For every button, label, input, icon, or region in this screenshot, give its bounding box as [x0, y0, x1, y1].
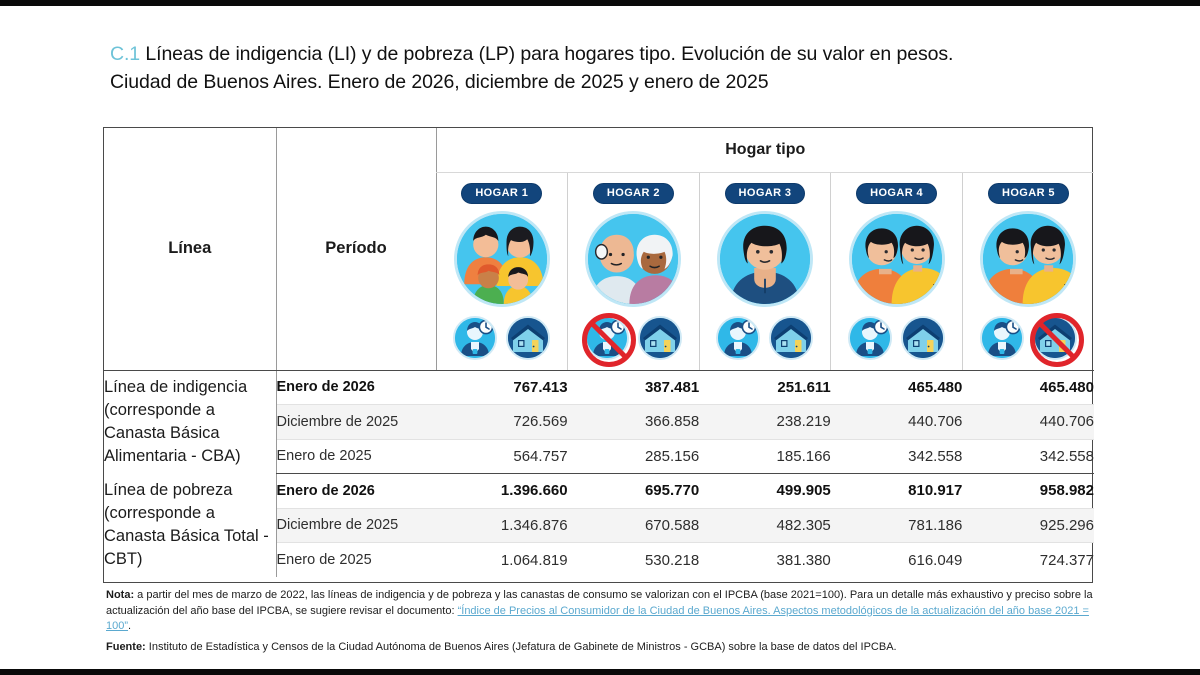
- period-label: Enero de 2025: [275, 542, 436, 577]
- period-label: Enero de 2025: [275, 438, 436, 474]
- value-cell: 440.706: [830, 404, 963, 439]
- column-header-linea: Línea: [104, 128, 276, 371]
- household-icons-row: HOGAR 1: [104, 172, 1094, 371]
- source-label: Fuente:: [106, 640, 146, 653]
- letterbox-bar-top: [0, 0, 1200, 6]
- value-cell: 1.396.660: [500, 482, 568, 500]
- house-icon: [901, 315, 946, 360]
- value-cell: 1.346.876: [436, 507, 568, 543]
- note-text-part1: a partir del mes de marzo de 2022, las l…: [106, 589, 1093, 617]
- household-badge-5: HOGAR 5: [987, 182, 1069, 204]
- worker-clock-icon: [453, 315, 498, 360]
- couple-portrait-icon: [848, 210, 945, 307]
- row-label-indigencia: Línea de indigencia (corresponde a Canas…: [104, 378, 248, 465]
- value-cell: 695.770: [644, 482, 700, 500]
- value-cell: 465.480: [1039, 378, 1094, 396]
- house-icon: [506, 315, 551, 360]
- footnotes: Nota: a partir del mes de marzo de 2022,…: [106, 588, 1101, 655]
- family-four-portrait-icon: [453, 210, 550, 307]
- title-line-2: Ciudad de Buenos Aires. Enero de 2026, d…: [110, 71, 769, 93]
- household-badge-4: HOGAR 4: [856, 182, 938, 204]
- value-cell: 925.296: [962, 507, 1094, 543]
- single-person-portrait-icon: [716, 210, 813, 307]
- household-status-icons-2: [568, 312, 699, 367]
- period-label: Enero de 2026: [275, 370, 436, 405]
- household-cell-2: HOGAR 2: [567, 172, 700, 371]
- table-row: Enero de 2025 1.064.819 530.218 381.380 …: [104, 542, 1094, 577]
- column-header-periodo: Período: [275, 128, 436, 371]
- value-cell: 381.380: [699, 542, 831, 577]
- household-status-icons-1: [437, 315, 568, 360]
- couple-portrait-icon: [980, 210, 1077, 307]
- household-badge-1: HOGAR 1: [461, 182, 543, 204]
- value-cell: 342.558: [830, 438, 963, 474]
- data-table: Línea Período Hogar tipo HOGAR 1: [103, 127, 1094, 583]
- value-cell: 1.064.819: [436, 542, 568, 577]
- source-paragraph: Fuente: Instituto de Estadística y Censo…: [106, 640, 1101, 656]
- household-status-icons-4: [831, 315, 962, 360]
- house-icon: [637, 315, 682, 360]
- household-cell-4: HOGAR 4: [830, 172, 963, 371]
- table-body: Línea de indigencia (corresponde a Canas…: [104, 370, 1094, 577]
- value-cell: 387.481: [644, 378, 700, 396]
- value-cell: 726.569: [436, 404, 568, 439]
- worker-clock-icon: [716, 315, 761, 360]
- value-cell: 724.377: [962, 542, 1094, 577]
- table-head: Línea Período Hogar tipo HOGAR 1: [104, 128, 1094, 371]
- household-cell-5: HOGAR 5: [961, 172, 1094, 371]
- page-content: C.1 Líneas de indigencia (LI) y de pobre…: [0, 6, 1200, 669]
- household-status-icons-3: [700, 315, 831, 360]
- letterbox-bar-bottom: [0, 669, 1200, 675]
- value-cell: 440.706: [962, 404, 1094, 439]
- table-row: Línea de pobreza (corresponde a Canasta …: [104, 473, 1094, 568]
- value-cell: 285.156: [567, 438, 700, 474]
- source-text: Instituto de Estadística y Censos de la …: [145, 640, 897, 653]
- worker-clock-icon: [979, 315, 1024, 360]
- household-status-icons-5: [963, 312, 1094, 367]
- table-row: Diciembre de 2025 726.569 366.858 238.21…: [104, 404, 1094, 439]
- value-cell: 670.588: [567, 507, 700, 543]
- table-row: Diciembre de 2025 1.346.876 670.588 482.…: [104, 507, 1094, 543]
- note-label: Nota:: [106, 589, 135, 601]
- value-cell: 366.858: [567, 404, 700, 439]
- table-row: Enero de 2025 564.757 285.156 185.166 34…: [104, 438, 1094, 474]
- value-cell: 482.305: [699, 507, 831, 543]
- house-icon: [769, 315, 814, 360]
- value-cell: 185.166: [699, 438, 831, 474]
- value-cell: 810.917: [908, 482, 963, 500]
- value-cell: 530.218: [567, 542, 700, 577]
- table-row: Línea de indigencia (corresponde a Canas…: [104, 370, 1094, 465]
- note-text-part2: .: [128, 620, 132, 632]
- note-paragraph: Nota: a partir del mes de marzo de 2022,…: [106, 588, 1101, 635]
- value-cell: 465.480: [908, 378, 963, 396]
- value-cell: 342.558: [962, 438, 1094, 474]
- period-label: Enero de 2026: [275, 473, 436, 508]
- worker-clock-icon: [848, 315, 893, 360]
- household-badge-2: HOGAR 2: [592, 182, 674, 204]
- column-group-header-hogar-tipo: Hogar tipo: [435, 128, 1094, 173]
- value-cell: 616.049: [830, 542, 963, 577]
- title-number: C.1: [110, 43, 141, 65]
- household-badge-3: HOGAR 3: [724, 182, 806, 204]
- value-cell: 251.611: [777, 378, 831, 396]
- value-cell: 499.905: [776, 482, 831, 500]
- house-icon-crossed: [1029, 312, 1084, 367]
- elderly-couple-portrait-icon: [585, 210, 682, 307]
- value-cell: 767.413: [513, 378, 568, 396]
- value-cell: 238.219: [699, 404, 831, 439]
- value-cell: 781.186: [830, 507, 963, 543]
- worker-clock-icon-crossed: [581, 312, 636, 367]
- household-cell-3: HOGAR 3: [698, 172, 831, 371]
- period-label: Diciembre de 2025: [275, 404, 436, 439]
- household-cell-1: HOGAR 1: [435, 172, 568, 371]
- row-label-pobreza: Línea de pobreza (corresponde a Canasta …: [104, 481, 269, 569]
- note-document-link[interactable]: “Índice de Precios al Consumidor de la C…: [106, 604, 1089, 633]
- page-title: C.1 Líneas de indigencia (LI) y de pobre…: [110, 40, 1110, 96]
- period-label: Diciembre de 2025: [275, 507, 436, 543]
- title-line-1: Líneas de indigencia (LI) y de pobreza (…: [145, 43, 954, 65]
- value-cell: 564.757: [436, 438, 568, 474]
- value-cell: 958.982: [1039, 482, 1094, 500]
